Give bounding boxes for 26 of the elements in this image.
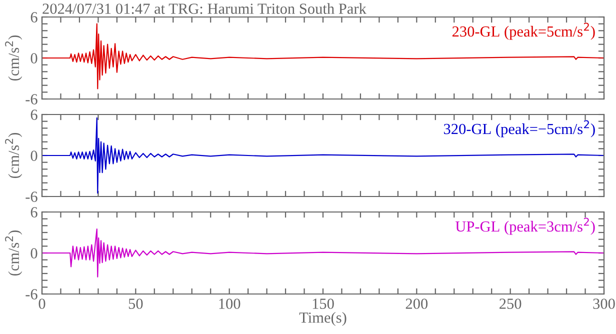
y-tick-label: 6 <box>30 207 38 218</box>
y-tick-label: -6 <box>26 94 38 104</box>
y-axis-title: (cm/s$^{2}$) <box>5 132 22 178</box>
y-tick-label: 0 <box>30 248 38 258</box>
y-tick-label: -6 <box>26 192 38 202</box>
y-axis-title: (cm/s$^{2}$) <box>5 230 22 276</box>
x-tick-label: 50 <box>128 298 143 309</box>
series-label: 320-GL (peak=−5cm/s$^{2}$) <box>444 120 595 138</box>
series-label: UP-GL (peak=3cm/s$^{2}$) <box>455 218 595 235</box>
x-axis-title: Time(s) <box>299 312 346 326</box>
x-tick-label: 0 <box>38 298 46 309</box>
x-tick-label: 250 <box>500 298 522 309</box>
x-tick-label: 300 <box>593 298 615 309</box>
x-tick-label: 200 <box>406 298 428 309</box>
line-series <box>42 23 604 90</box>
y-tick-label: -6 <box>26 289 38 300</box>
y-tick-label: 6 <box>30 12 38 22</box>
y-axis-title: (cm/s$^{2}$) <box>5 35 22 81</box>
line-series <box>42 117 604 194</box>
y-tick-label: 6 <box>30 110 38 120</box>
chart-title: 2024/07/31 01:47 at TRG: Harumi Triton South Park <box>42 3 366 14</box>
x-tick-label: 150 <box>312 298 334 309</box>
y-tick-label: 0 <box>30 53 38 64</box>
series-label: 230-GL (peak=5cm/s$^{2}$) <box>452 22 595 40</box>
x-tick-label: 100 <box>219 298 240 309</box>
y-tick-label: 0 <box>30 150 38 161</box>
